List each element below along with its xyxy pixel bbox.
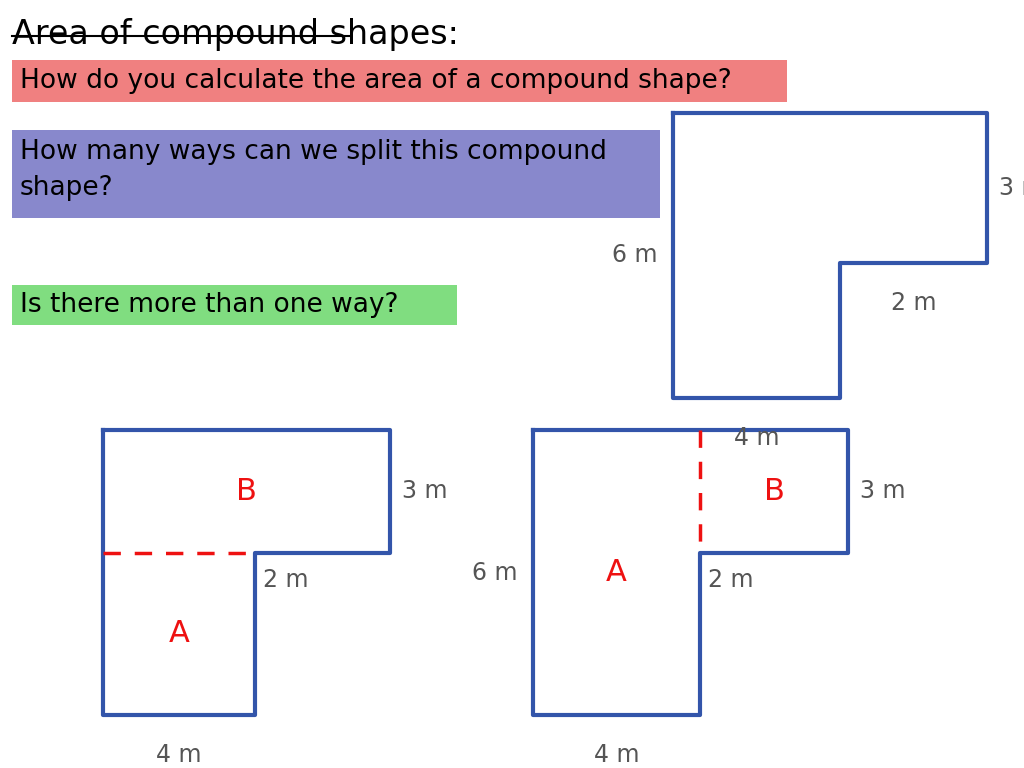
Text: 4 m: 4 m (594, 743, 639, 767)
Text: 4 m: 4 m (157, 743, 202, 767)
Text: 3 m: 3 m (402, 479, 447, 504)
Text: 3 m: 3 m (999, 176, 1024, 200)
Text: 2 m: 2 m (708, 568, 754, 592)
Text: A: A (606, 558, 627, 587)
Text: Area of compound shapes:: Area of compound shapes: (12, 18, 459, 51)
FancyBboxPatch shape (12, 60, 787, 102)
Text: 3 m: 3 m (860, 479, 905, 504)
Text: B: B (764, 477, 784, 506)
FancyBboxPatch shape (12, 285, 457, 325)
Text: 6 m: 6 m (472, 561, 518, 584)
FancyBboxPatch shape (12, 130, 660, 218)
Text: B: B (237, 477, 257, 506)
Text: 6 m: 6 m (612, 243, 658, 267)
Text: How many ways can we split this compound
shape?: How many ways can we split this compound… (20, 139, 607, 201)
Text: 2 m: 2 m (891, 291, 936, 315)
Text: 4 m: 4 m (734, 426, 779, 450)
Text: 2 m: 2 m (263, 568, 308, 592)
Text: How do you calculate the area of a compound shape?: How do you calculate the area of a compo… (20, 68, 732, 94)
Text: Is there more than one way?: Is there more than one way? (20, 292, 398, 318)
Text: A: A (169, 620, 189, 648)
